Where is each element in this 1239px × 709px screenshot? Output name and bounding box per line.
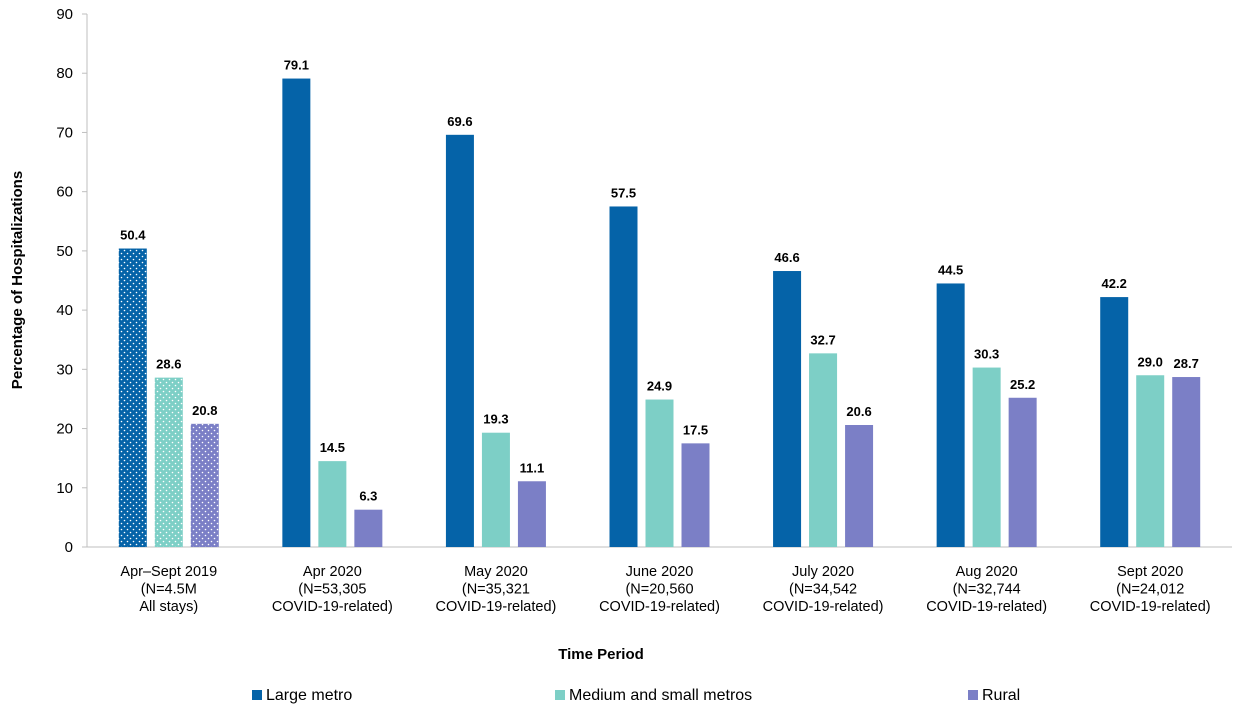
legend-swatch [968,690,978,700]
x-tick-label-line: Apr 2020 [303,564,362,580]
x-tick-label-line: (N=20,560 [625,582,693,598]
bar [972,367,1001,547]
y-tick-label: 30 [56,361,73,378]
x-tick-label-line: Aug 2020 [956,564,1018,580]
y-axis-title: Percentage of Hospitalizations [9,171,26,389]
data-label: 28.6 [156,357,181,372]
data-label: 20.8 [192,403,217,418]
bar [773,271,802,547]
data-label: 29.0 [1138,354,1163,369]
y-tick-label: 20 [56,421,73,438]
bar [517,481,546,547]
x-tick-label-line: All stays) [139,599,198,615]
bar [282,78,311,548]
bar [1008,397,1037,547]
y-tick-label: 80 [56,65,73,82]
data-label: 50.4 [120,228,146,243]
data-label: 14.5 [320,440,345,455]
bar [318,461,347,547]
x-tick-label-line: COVID-19-related) [435,599,556,615]
x-tick-label: Apr–Sept 2019 (N=4.5M All stays) [120,564,217,615]
data-label: 69.6 [447,114,472,129]
y-tick-label: 40 [56,302,73,319]
legend-swatch [252,690,262,700]
data-label: 79.1 [284,58,309,73]
x-axis-title: Time Period [558,646,644,663]
data-label: 25.2 [1010,377,1035,392]
y-tick-label: 0 [65,539,73,556]
x-tick-label: May 2020 (N=35,321 COVID-19-related) [435,564,556,615]
x-tick-label-line: COVID-19-related) [1090,599,1211,615]
x-tick-label-line: (N=4.5M [141,582,197,598]
y-tick-label: 50 [56,243,73,260]
legend-label: Medium and small metros [569,687,752,704]
x-tick-label: Apr 2020 (N=53,305 COVID-19-related) [272,564,393,615]
legend: Large metro Medium and small metros Rural [252,687,1020,704]
x-tick-label: Aug 2020 (N=32,744 COVID-19-related) [926,564,1047,615]
y-tick-label: 60 [56,184,73,201]
plot-area: 0 10 20 30 40 50 60 70 80 90 50.4 28.6 20.8 Apr–Sept … [56,6,1232,615]
bar [609,206,638,547]
data-label: 19.3 [483,412,508,427]
bar [936,283,965,547]
data-label: 32.7 [810,332,835,347]
data-label: 6.3 [359,489,377,504]
bar [681,443,710,547]
legend-label: Rural [982,687,1020,704]
x-tick-label-line: COVID-19-related) [926,599,1047,615]
x-tick-label: Sept 2020 (N=24,012 COVID-19-related) [1090,564,1211,615]
x-tick-label-line: Sept 2020 [1117,564,1183,580]
data-label: 24.9 [647,379,672,394]
bar [481,432,510,547]
x-tick-label-line: (N=53,305 [298,582,366,598]
bar [118,248,147,547]
x-tick-label-line: COVID-19-related) [599,599,720,615]
data-label: 20.6 [846,404,871,419]
x-tick-label-line: COVID-19-related) [272,599,393,615]
bar [1100,297,1129,547]
data-label: 44.5 [938,262,963,277]
bar [354,509,383,547]
x-tick-label-line: Apr–Sept 2019 [120,564,217,580]
x-tick-label-line: (N=34,542 [789,582,857,598]
data-label: 57.5 [611,185,636,200]
x-tick-label: July 2020 (N=34,542 COVID-19-related) [763,564,884,615]
bar [190,423,219,547]
bar [445,134,474,547]
bar [154,377,183,547]
x-tick-label-line: July 2020 [792,564,854,580]
x-tick-label-line: (N=35,321 [462,582,530,598]
x-tick-label-line: COVID-19-related) [763,599,884,615]
y-tick-label: 70 [56,124,73,141]
x-tick-label: June 2020 (N=20,560 COVID-19-related) [599,564,720,615]
y-tick-label: 90 [56,6,73,23]
x-tick-label-line: May 2020 [464,564,528,580]
data-label: 42.2 [1102,276,1127,291]
x-tick-label-line: (N=32,744 [953,582,1021,598]
data-label: 46.6 [774,250,799,265]
bar [645,399,674,547]
data-label: 11.1 [520,460,545,475]
data-label: 17.5 [683,422,708,437]
bar [845,425,874,547]
bar [809,353,838,547]
x-tick-label-line: June 2020 [626,564,694,580]
legend-swatch [555,690,565,700]
x-tick-label-line: (N=24,012 [1116,582,1184,598]
bar [1172,377,1201,547]
data-label: 28.7 [1174,356,1199,371]
data-label: 30.3 [974,347,999,362]
bar [1136,375,1165,547]
y-tick-label: 10 [56,480,73,497]
legend-label: Large metro [266,687,352,704]
